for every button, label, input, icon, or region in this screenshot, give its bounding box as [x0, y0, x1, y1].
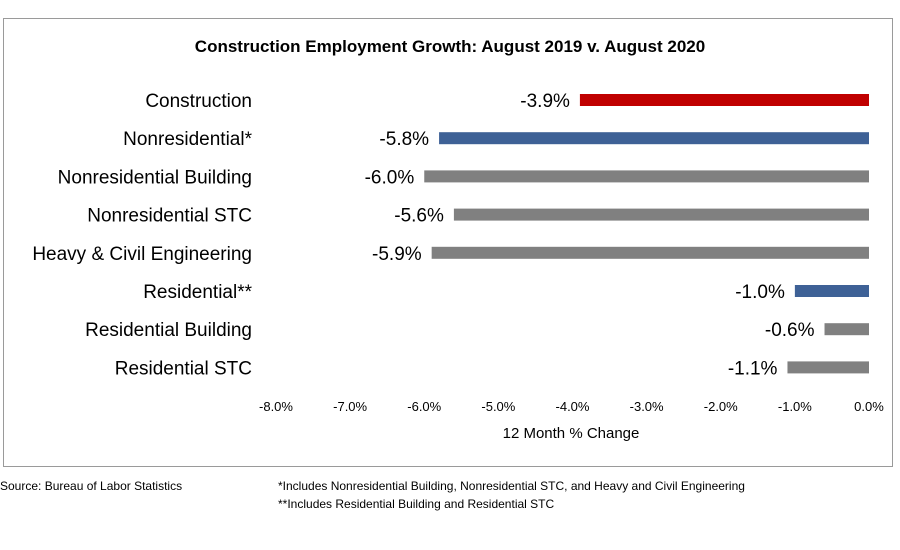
x-tick-label: -4.0% — [556, 399, 590, 414]
data-label: -6.0% — [365, 167, 415, 188]
data-label: -0.6% — [765, 320, 815, 341]
chart-title: Construction Employment Growth: August 2… — [195, 37, 705, 56]
bar — [431, 246, 869, 259]
category-label: Nonresidential STC — [87, 206, 252, 227]
category-label: Residential Building — [85, 320, 252, 341]
x-tick-label: -3.0% — [630, 399, 664, 414]
x-tick-label: -8.0% — [259, 399, 293, 414]
category-label: Residential STC — [115, 358, 252, 379]
data-label: -3.9% — [520, 91, 570, 112]
bar — [794, 285, 869, 297]
bar — [439, 132, 869, 145]
bar — [453, 208, 869, 221]
footnote-nonresidential: *Includes Nonresidential Building, Nonre… — [278, 479, 745, 493]
category-label: Residential** — [143, 282, 252, 303]
x-tick-label: -5.0% — [481, 399, 515, 414]
x-axis-label: 12 Month % Change — [503, 425, 640, 442]
x-tick-label: -6.0% — [407, 399, 441, 414]
bar — [424, 170, 869, 183]
x-tick-label: 0.0% — [854, 399, 884, 414]
category-label: Heavy & Civil Engineering — [32, 244, 252, 265]
category-label: Nonresidential Building — [58, 167, 252, 188]
x-tick-label: -7.0% — [333, 399, 367, 414]
bar — [787, 361, 869, 374]
bar — [824, 323, 869, 336]
data-label: -5.9% — [372, 244, 422, 265]
data-label: -1.1% — [728, 358, 778, 379]
bar — [579, 94, 869, 106]
x-tick-label: -1.0% — [778, 399, 812, 414]
data-label: -1.0% — [735, 282, 785, 303]
data-label: -5.8% — [379, 129, 429, 150]
chart: Construction Employment Growth: August 2… — [32, 37, 884, 442]
source-note: Source: Bureau of Labor Statistics — [0, 479, 183, 493]
data-label: -5.6% — [394, 206, 444, 227]
category-label: Nonresidential* — [123, 129, 252, 150]
footnote-residential: **Includes Residential Building and Resi… — [278, 497, 555, 511]
x-tick-label: -2.0% — [704, 399, 738, 414]
category-label: Construction — [145, 91, 252, 112]
chart-frame — [3, 18, 893, 467]
